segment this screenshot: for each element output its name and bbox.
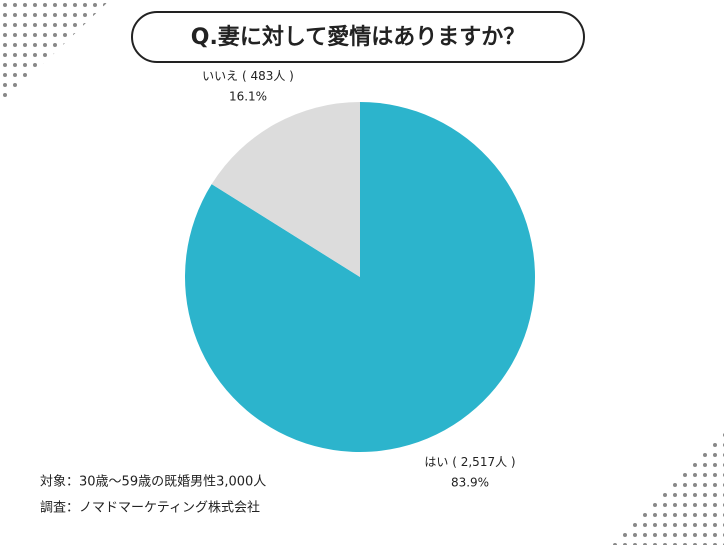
slice-label: はい ( 2,517人 ) <box>424 455 515 469</box>
dot-decoration <box>0 0 110 105</box>
value-label: 16.1% <box>229 90 267 104</box>
count-label: ( 2,517人 ) <box>452 455 515 469</box>
count-label: ( 483人 ) <box>242 69 294 83</box>
pie-slice <box>185 102 535 452</box>
note: 対象：30歳～59歳の既婚男性3,000人 <box>40 475 266 490</box>
dot-decoration <box>610 430 724 545</box>
category-label: はい <box>424 455 448 469</box>
title-box <box>131 11 585 63</box>
chart-title: Q.妻に対して愛情はありますか？ <box>191 24 525 50</box>
category-label: いいえ <box>202 69 238 83</box>
pie <box>185 102 535 452</box>
pie-slice <box>211 102 360 277</box>
value-label: 83.9% <box>451 476 489 490</box>
slice-label: いいえ ( 483人 ) <box>202 69 294 83</box>
note: 調査：ノマドマーケティング株式会社 <box>40 500 260 516</box>
